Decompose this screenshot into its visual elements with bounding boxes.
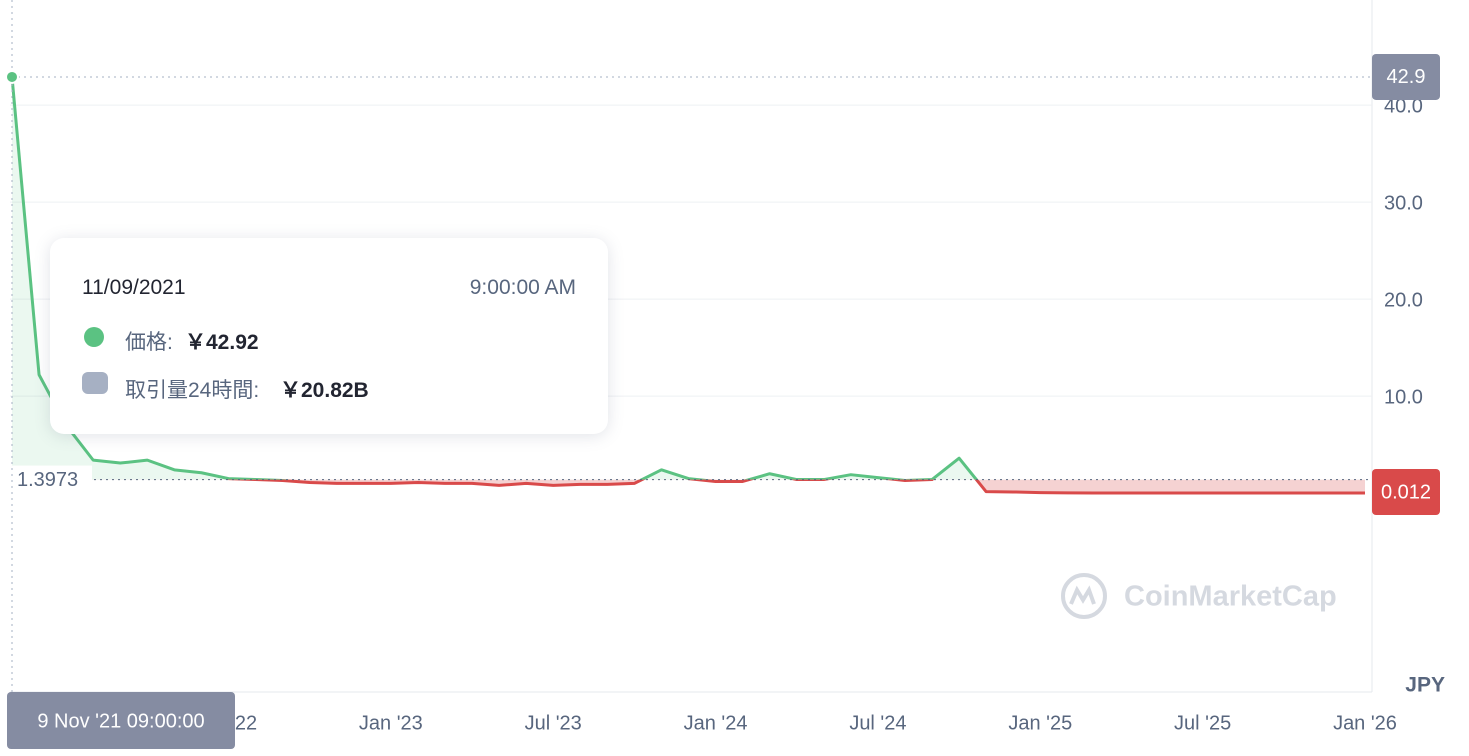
line-above	[10, 76, 979, 480]
y-tick-label: 30.0	[1384, 192, 1423, 214]
y-tick-label: 20.0	[1384, 289, 1423, 311]
y-tick-label: 10.0	[1384, 386, 1423, 408]
tooltip: 11/09/2021 9:00:00 AM 価格: ￥42.92 取引量24時間…	[50, 238, 608, 434]
x-tick-label: Jan '24	[684, 712, 748, 734]
crosshair-badge	[7, 692, 235, 749]
y-tick-label: 40.0	[1384, 95, 1423, 117]
reference-label-bg	[8, 465, 92, 494]
hover-point	[5, 69, 19, 84]
unit-label: JPY	[1405, 674, 1445, 697]
watermark-text: CoinMarketCap	[1124, 581, 1337, 613]
hover-badge	[1372, 53, 1440, 100]
reference-label: 1.3973	[17, 469, 78, 491]
price-value: ￥42.92	[185, 331, 259, 354]
x-tick-label: Jan '23	[359, 712, 423, 734]
x-tick-label: Jul '23	[525, 712, 582, 734]
volume-value: ￥20.82B	[280, 379, 369, 402]
current-badge	[1372, 469, 1440, 516]
tooltip-time: 9:00:00 AM	[469, 276, 576, 299]
x-tick-label: Jan '25	[1008, 712, 1072, 734]
current-badge-text: 0.012	[1381, 481, 1431, 503]
x-tick-label: Jan '26	[1333, 712, 1397, 734]
crosshair-badge-text: 9 Nov '21 09:00:00	[37, 710, 204, 732]
x-tick-label: Jul '24	[849, 712, 906, 734]
tooltip-date: 11/09/2021	[82, 276, 186, 299]
price-label: 価格:	[125, 331, 173, 354]
line-below	[225, 479, 1365, 495]
x-tick-label: Jul '25	[1174, 712, 1231, 734]
hover-badge-text: 42.9	[1387, 66, 1426, 88]
volume-icon	[82, 372, 108, 394]
watermark: CoinMarketCap	[1061, 573, 1337, 619]
volume-label: 取引量24時間:	[125, 379, 260, 402]
price-dot	[84, 327, 104, 347]
